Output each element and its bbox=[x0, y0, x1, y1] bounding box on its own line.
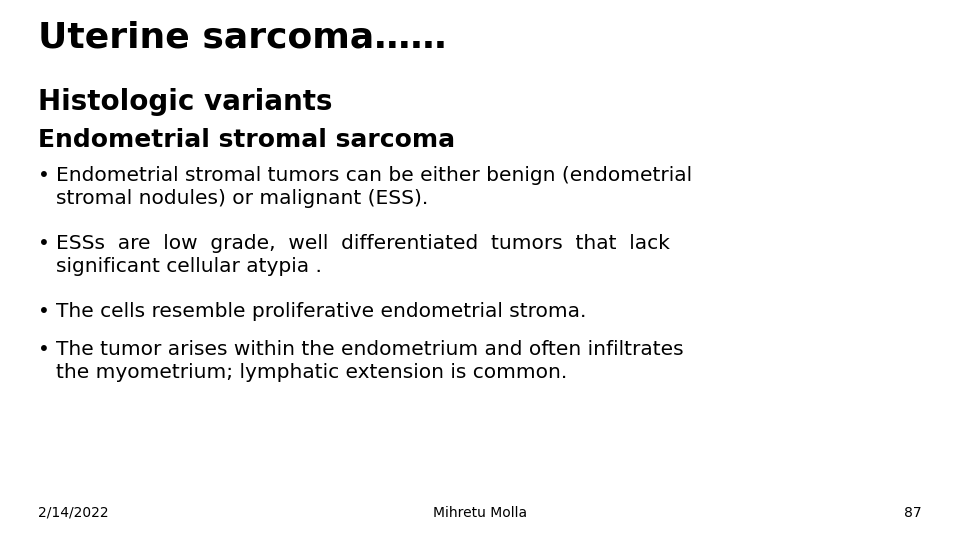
Text: Endometrial stromal tumors can be either benign (endometrial
stromal nodules) or: Endometrial stromal tumors can be either… bbox=[56, 166, 692, 208]
Text: •: • bbox=[38, 302, 50, 321]
Text: Histologic variants: Histologic variants bbox=[38, 88, 332, 116]
Text: The tumor arises within the endometrium and often infiltrates
the myometrium; ly: The tumor arises within the endometrium … bbox=[56, 340, 684, 382]
Text: 2/14/2022: 2/14/2022 bbox=[38, 506, 108, 520]
Text: •: • bbox=[38, 234, 50, 253]
Text: •: • bbox=[38, 340, 50, 359]
Text: The cells resemble proliferative endometrial stroma.: The cells resemble proliferative endomet… bbox=[56, 302, 587, 321]
Text: Endometrial stromal sarcoma: Endometrial stromal sarcoma bbox=[38, 128, 455, 152]
Text: ESSs  are  low  grade,  well  differentiated  tumors  that  lack
significant cel: ESSs are low grade, well differentiated … bbox=[56, 234, 670, 276]
Text: Uterine sarcoma……: Uterine sarcoma…… bbox=[38, 20, 446, 54]
Text: 87: 87 bbox=[904, 506, 922, 520]
Text: Mihretu Molla: Mihretu Molla bbox=[433, 506, 527, 520]
Text: •: • bbox=[38, 166, 50, 185]
